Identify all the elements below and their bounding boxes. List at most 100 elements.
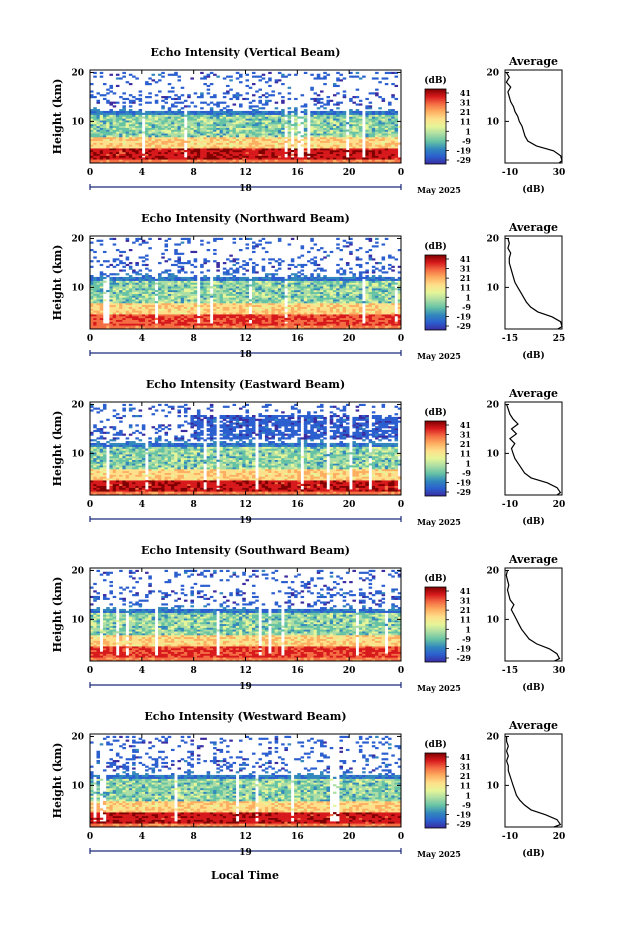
colorbar-unit: (dB) (424, 739, 446, 750)
heatmap-cells (90, 71, 402, 164)
average-x-tick-label: -10 (502, 832, 518, 842)
x-tick-label: 16 (291, 666, 304, 676)
colorbar-tick-label: -9 (462, 136, 471, 146)
average-y-tick-label: 20 (486, 566, 499, 576)
average-profile-line (506, 404, 562, 496)
x-tick-label: 0 (398, 168, 404, 178)
x-tick-label: 0 (87, 832, 93, 842)
colorbar-tick-label: 31 (460, 264, 471, 274)
heatmap-cells (90, 569, 402, 662)
average-y-tick-label: 10 (486, 283, 499, 293)
x-axis-label: Local Time (211, 869, 279, 882)
colorbar-tick-label: -29 (457, 487, 472, 497)
average-title: Average (508, 553, 558, 566)
panel-4: Echo Intensity (Southward Beam) Height (k… (51, 544, 565, 693)
x-tick-label: 0 (87, 666, 93, 676)
x-tick-label: 16 (291, 334, 304, 344)
y-axis-label: Height (km) (51, 577, 64, 653)
colorbar-tick-label: 11 (460, 781, 471, 791)
colorbar-tick-label: 1 (465, 458, 471, 468)
average-frame (504, 567, 563, 662)
average-frame (504, 235, 563, 330)
date-day-label: 19 (239, 516, 252, 526)
colorbar-tick-label: 31 (460, 98, 471, 108)
heatmap-cells (90, 735, 402, 828)
average-x-tick-label: -10 (502, 500, 518, 510)
average-x-tick-label: -15 (502, 334, 518, 344)
x-tick-label: 16 (291, 832, 304, 842)
date-month-label: May 2025 (417, 351, 461, 361)
colorbar-tick-label: -29 (457, 653, 472, 663)
colorbar-tick-label: -9 (462, 468, 471, 478)
x-tick-label: 20 (343, 334, 356, 344)
colorbar-tick-label: 41 (460, 420, 471, 430)
date-month-label: May 2025 (417, 683, 461, 693)
colorbar-tick-label: 11 (460, 283, 471, 293)
average-title: Average (508, 221, 558, 234)
x-tick-label: 16 (291, 500, 304, 510)
panel-2: Echo Intensity (Northward Beam) Height (k… (51, 212, 565, 361)
colorbar (424, 88, 447, 165)
colorbar-tick-label: -19 (457, 311, 472, 321)
panel-title: Echo Intensity (Westward Beam) (144, 710, 346, 723)
y-tick-label: 10 (71, 283, 84, 293)
average-x-axis-label: (dB) (522, 350, 544, 361)
average-profile-line (505, 72, 563, 164)
average-frame (504, 401, 563, 496)
average-x-tick-label: 30 (553, 168, 566, 178)
colorbar-tick-label: -19 (457, 477, 472, 487)
x-tick-label: 8 (191, 334, 197, 344)
x-tick-label: 0 (87, 168, 93, 178)
x-tick-label: 0 (87, 500, 93, 510)
colorbar-tick-label: -9 (462, 634, 471, 644)
x-tick-label: 12 (239, 334, 252, 344)
average-x-axis-label: (dB) (522, 682, 544, 693)
y-tick-label: 10 (71, 117, 84, 127)
colorbar-tick-label: -19 (457, 809, 472, 819)
x-tick-label: 12 (239, 666, 252, 676)
colorbar (424, 586, 447, 663)
average-y-tick-label: 20 (486, 732, 499, 742)
panel-1: Echo Intensity (Vertical Beam) Height (km… (51, 46, 565, 195)
average-title: Average (508, 387, 558, 400)
average-title: Average (508, 55, 558, 68)
y-axis-label: Height (km) (51, 411, 64, 487)
colorbar-tick-label: 21 (460, 439, 471, 449)
colorbar (424, 420, 447, 497)
colorbar-tick-label: -29 (457, 321, 472, 331)
colorbar-unit: (dB) (424, 241, 446, 252)
average-title: Average (508, 719, 558, 732)
x-tick-label: 4 (139, 832, 145, 842)
x-tick-label: 12 (239, 500, 252, 510)
colorbar-tick-label: -29 (457, 155, 472, 165)
colorbar-tick-label: 1 (465, 790, 471, 800)
colorbar-tick-label: -19 (457, 643, 472, 653)
colorbar-tick-label: 1 (465, 126, 471, 136)
average-profile-line (505, 570, 561, 662)
date-month-label: May 2025 (417, 849, 461, 859)
x-tick-label: 16 (291, 168, 304, 178)
x-tick-label: 20 (343, 500, 356, 510)
y-tick-label: 20 (71, 234, 84, 244)
x-tick-label: 20 (343, 168, 356, 178)
y-tick-label: 10 (71, 781, 84, 791)
colorbar-tick-label: 11 (460, 615, 471, 625)
x-tick-label: 4 (139, 500, 145, 510)
colorbar-unit: (dB) (424, 75, 446, 86)
colorbar-tick-label: 1 (465, 624, 471, 634)
heatmap-cells (90, 403, 402, 496)
heatmap-cells (90, 237, 402, 330)
y-tick-label: 20 (71, 566, 84, 576)
y-axis-label: Height (km) (51, 245, 64, 321)
average-y-tick-label: 20 (486, 68, 499, 78)
colorbar-tick-label: 41 (460, 752, 471, 762)
x-tick-label: 8 (191, 500, 197, 510)
colorbar-tick-label: 21 (460, 605, 471, 615)
average-x-tick-label: 30 (553, 666, 566, 676)
colorbar-tick-label: 21 (460, 771, 471, 781)
colorbar-tick-label: 31 (460, 430, 471, 440)
x-tick-label: 4 (139, 168, 145, 178)
x-tick-label: 0 (87, 334, 93, 344)
x-tick-label: 0 (398, 334, 404, 344)
